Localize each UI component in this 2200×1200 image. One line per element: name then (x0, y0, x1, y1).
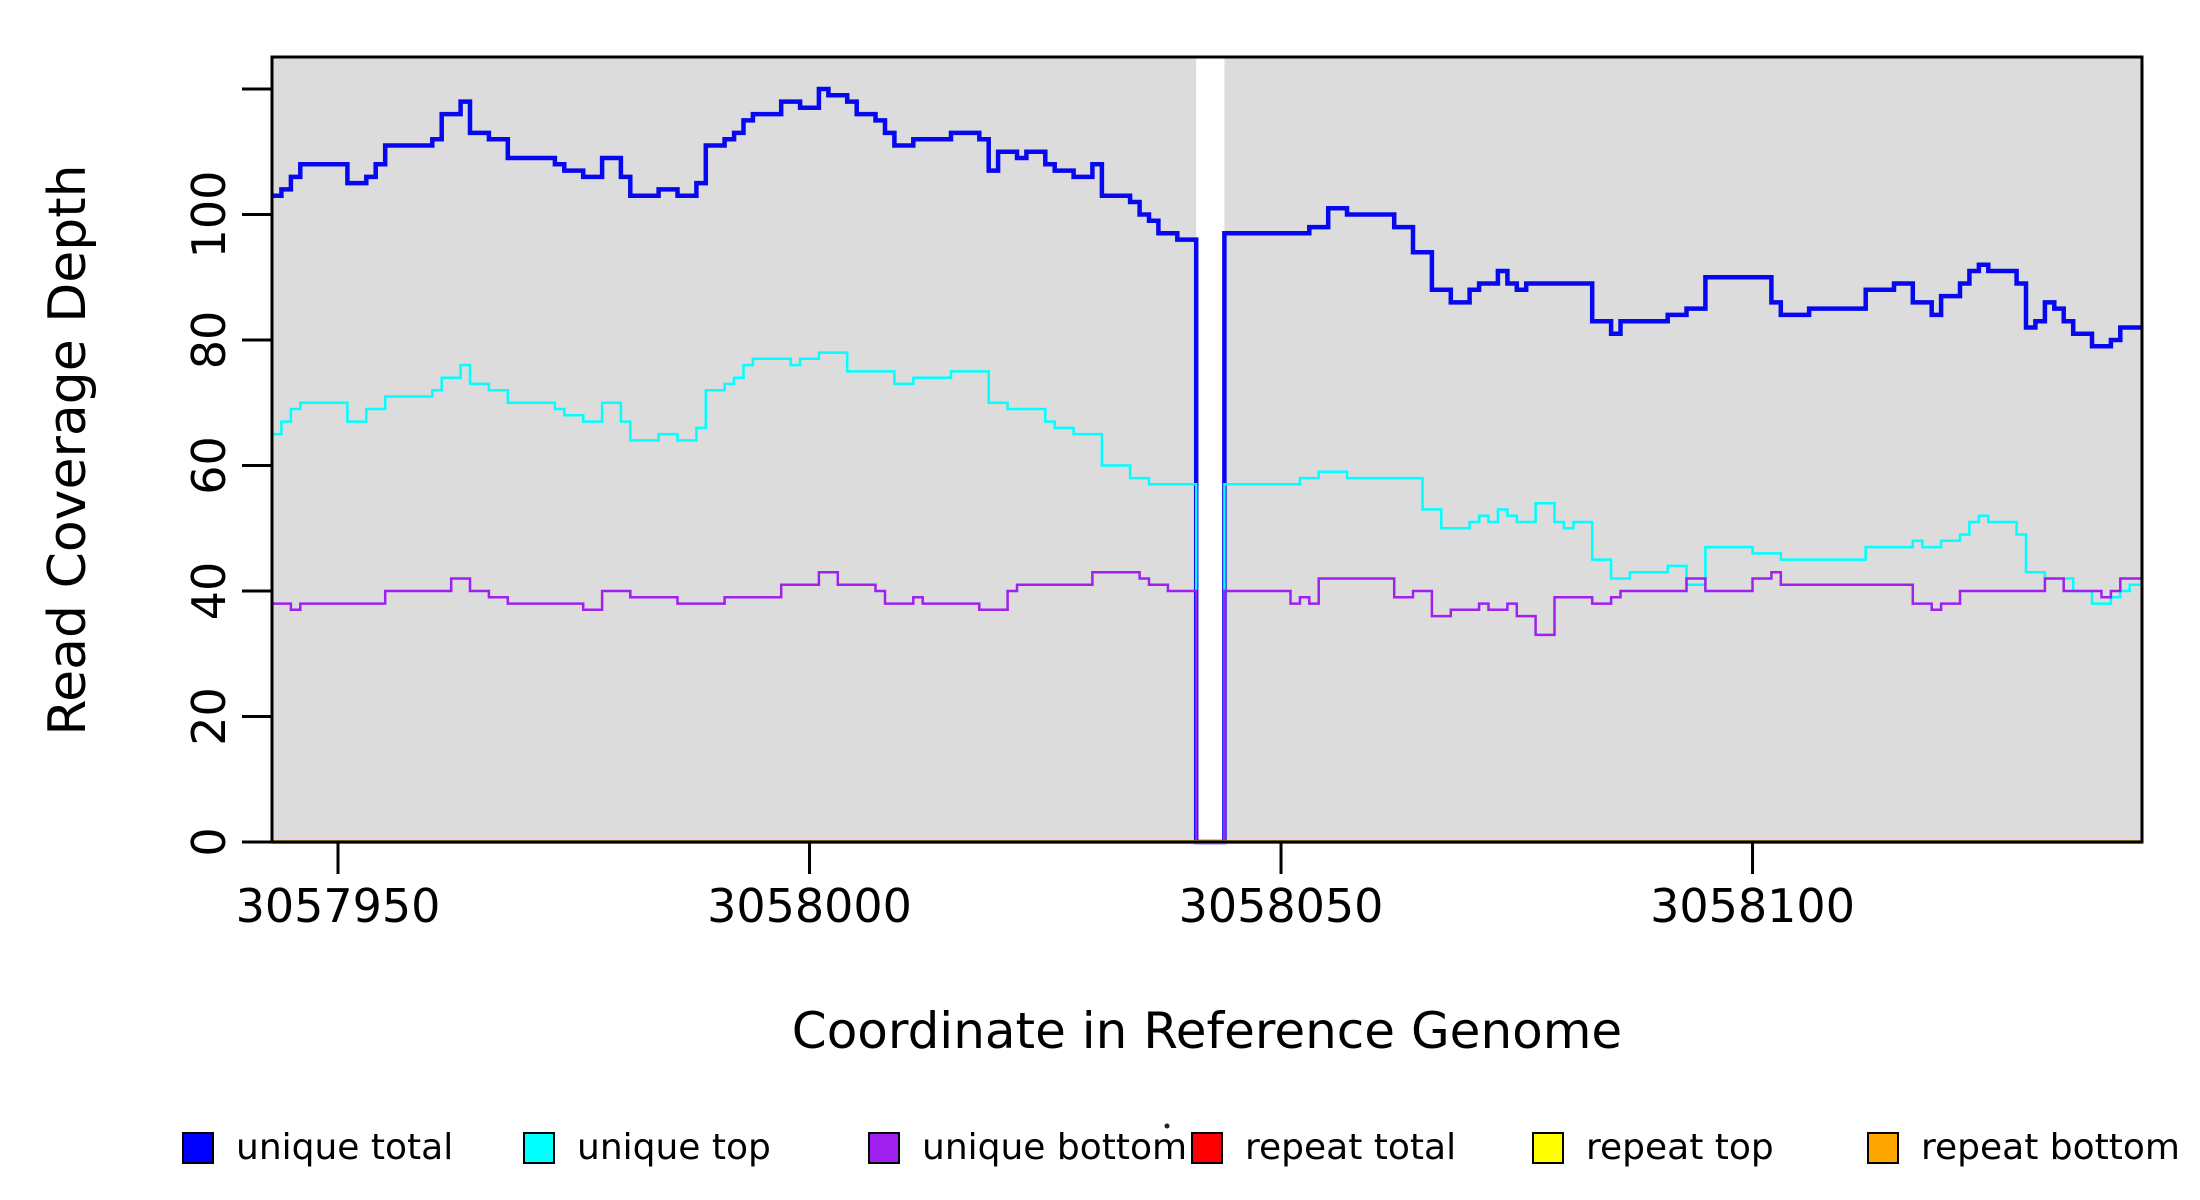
y-tick-label: 100 (182, 171, 236, 259)
legend-swatch (1532, 1132, 1564, 1164)
legend-item-label: unique bottom (922, 1127, 1187, 1168)
stray-dot-mark (1164, 1123, 1170, 1129)
y-axis-title: Read Coverage Depth (38, 164, 98, 735)
legend-item-label: unique total (236, 1127, 453, 1168)
plot-area (272, 57, 2142, 842)
y-tick-label: 40 (182, 562, 236, 621)
legend-swatch (868, 1132, 900, 1164)
legend-item-label: repeat bottom (1921, 1127, 2180, 1168)
x-tick-label: 3057950 (236, 879, 441, 933)
legend-item-repeat-total: repeat total (1191, 1127, 1456, 1168)
legend-swatch (1191, 1132, 1223, 1164)
legend: unique total unique top unique bottom repea… (182, 1123, 2180, 1168)
y-tick-label: 0 (182, 827, 236, 856)
x-tick-label: 3058000 (707, 879, 912, 933)
legend-item-unique-top: unique top (523, 1127, 771, 1168)
legend-item-unique-bottom: unique bottom (868, 1127, 1187, 1168)
x-axis-title: Coordinate in Reference Genome (792, 1002, 1622, 1060)
axis-layer: 0 20 40 60 80 100 3057950 3058000 3058050 3058100 (182, 55, 2144, 933)
legend-item-repeat-top: repeat top (1532, 1127, 1774, 1168)
legend-item-label: repeat top (1586, 1127, 1774, 1168)
legend-item-label: repeat total (1245, 1127, 1456, 1168)
plot-border (270, 55, 2144, 844)
legend-swatch (182, 1132, 214, 1164)
legend-item-unique-total: unique total (182, 1127, 453, 1168)
legend-item-repeat-bottom: repeat bottom (1867, 1127, 2180, 1168)
y-tick-label: 60 (182, 436, 236, 495)
y-tick-label: 80 (182, 311, 236, 370)
legend-swatch (1867, 1132, 1899, 1164)
series-unique-bottom (272, 570, 2142, 844)
x-tick-label: 3058100 (1650, 879, 1855, 933)
x-tick-label: 3058050 (1179, 879, 1384, 933)
series-unique-total (272, 86, 2142, 845)
series-unique-top (272, 351, 2142, 844)
no-coverage-gap (1196, 58, 1225, 841)
legend-swatch (523, 1132, 555, 1164)
legend-item-label: unique top (577, 1127, 771, 1168)
y-tick-label: 20 (182, 687, 236, 746)
